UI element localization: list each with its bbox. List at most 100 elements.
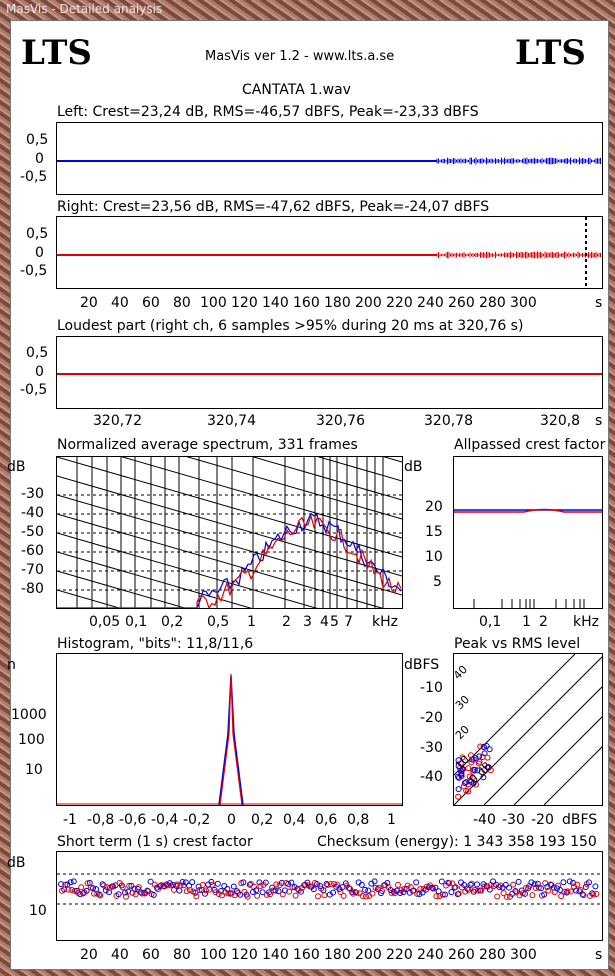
allpass-ylabel: dB [404,459,423,475]
allpass-xtick: 0,1 [479,614,502,630]
histogram-xtick: -0,6 [119,812,147,828]
diagonal-label: 10 [454,753,472,772]
left-waveform-plot [56,122,603,195]
right-ytick: 0,5 [26,226,49,242]
peakrms-title: Peak vs RMS level [454,636,581,652]
allpass-ytick: 5 [433,574,442,590]
loudest-xtick: 320,74 [207,413,256,429]
spectrum-xtick: 2 [282,614,291,630]
right-xtick: 100 [200,295,227,311]
right-xtick: 300 [510,295,537,311]
spectrum-ytick: -50 [21,524,44,540]
spectrum-ylabel: dB [7,459,26,475]
spectrum-xtick: 7 [344,614,353,630]
peakrms-xtick: -30 [502,812,525,828]
right-waveform-plot [56,216,603,289]
right-ytick: -0,5 [20,263,48,279]
spectrum-xunit: kHz [372,614,398,630]
shortterm-plot [56,851,603,941]
peakrms-xunit: dBFS [562,812,598,828]
file-name: CANTATA 1.wav [242,82,351,98]
shortterm-title: Short term (1 s) crest factor [57,834,253,850]
shortterm-xtick: 20 [80,947,98,963]
left-ytick: 0 [35,151,44,167]
allpass-xtick: 1 [522,614,531,630]
shortterm-ytick: 10 [29,903,47,919]
allpass-ytick: 10 [425,549,443,565]
shortterm-xtick: 180 [324,947,351,963]
right-waveform [57,217,601,288]
histogram-xtick: -1 [63,812,77,828]
version-text: MasVis ver 1.2 - www.lts.a.se [205,49,395,64]
allpass-plot [453,456,603,609]
shortterm-xtick: 220 [386,947,413,963]
spectrum-xtick: 0,1 [125,614,148,630]
right-xtick: 280 [479,295,506,311]
right-xtick: 20 [80,295,98,311]
spectrum-chart [57,457,402,608]
loudest-xunit: s [595,413,603,429]
loudest-part-plot [56,336,603,409]
allpass-xtick: 2 [539,614,548,630]
diagonal-label: 40 [454,663,470,682]
left-ytick: -0,5 [20,169,48,185]
spectrum-title: Normalized average spectrum, 331 frames [57,437,358,453]
shortterm-xtick: 240 [417,947,444,963]
peakrms-ytick: -20 [420,710,443,726]
checksum-text: Checksum (energy): 1 343 358 193 150 [317,834,597,850]
shortterm-xtick: 300 [510,947,537,963]
loudest-xtick: 320,8 [540,413,581,429]
window-titlebar[interactable]: MasVis - Detailed analysis [0,0,615,20]
spectrum-xtick: 0,5 [207,614,230,630]
shortterm-xtick: 80 [173,947,191,963]
allpass-chart [454,508,602,608]
diagonal-label: 20 [454,723,472,742]
histogram-ylabel: n [7,657,16,673]
histogram-xtick: 0,2 [251,812,274,828]
loudest-waveform [57,373,602,375]
shortterm-xtick: 140 [262,947,289,963]
shortterm-chart [57,873,602,905]
left-channel-title: Left: Crest=23,24 dB, RMS=-46,57 dBFS, P… [57,104,479,120]
right-xunit: s [595,295,603,311]
peakrms-ytick: -10 [420,680,443,696]
histogram-xtick: 0,8 [347,812,370,828]
shortterm-xtick: 160 [293,947,320,963]
shortterm-xtick: 200 [355,947,382,963]
right-xtick: 260 [448,295,475,311]
right-xtick: 120 [231,295,258,311]
histogram-plot [56,653,403,806]
histogram-xtick: 1 [387,812,396,828]
peakrms-ylabel: dBFS [404,657,440,673]
loudest-xtick: 320,76 [316,413,365,429]
histogram-title: Histogram, "bits": 11,8/11,6 [57,636,254,652]
peakrms-xtick: -20 [531,812,554,828]
allpass-ytick: 15 [425,524,443,540]
spectrum-plot [56,456,403,609]
shortterm-xtick: 40 [111,947,129,963]
histogram-ytick: 100 [18,732,45,748]
spectrum-xtick: 5 [330,614,339,630]
shortterm-xtick: 280 [479,947,506,963]
loudest-xtick: 320,78 [424,413,473,429]
shortterm-xtick: 100 [200,947,227,963]
loudest-part-title: Loudest part (right ch, 6 samples >95% d… [57,318,524,334]
histogram-ytick: 10 [25,762,43,778]
right-xtick: 220 [386,295,413,311]
spectrum-ytick: -70 [21,562,44,578]
allpass-title: Allpassed crest factor [454,437,606,453]
spectrum-ytick: -60 [21,543,44,559]
right-xtick: 160 [293,295,320,311]
right-xtick: 200 [355,295,382,311]
loudest-xtick: 320,72 [93,413,142,429]
shortterm-xtick: 60 [142,947,160,963]
histogram-xtick: -0,8 [87,812,115,828]
right-ytick: 0 [35,245,44,261]
histogram-xtick: -0,4 [151,812,179,828]
right-xtick: 240 [417,295,444,311]
window-title: MasVis - Detailed analysis [6,2,163,16]
left-ytick: 0,5 [26,132,49,148]
spectrum-xtick: 4 [320,614,329,630]
shortterm-xunit: s [595,947,603,963]
